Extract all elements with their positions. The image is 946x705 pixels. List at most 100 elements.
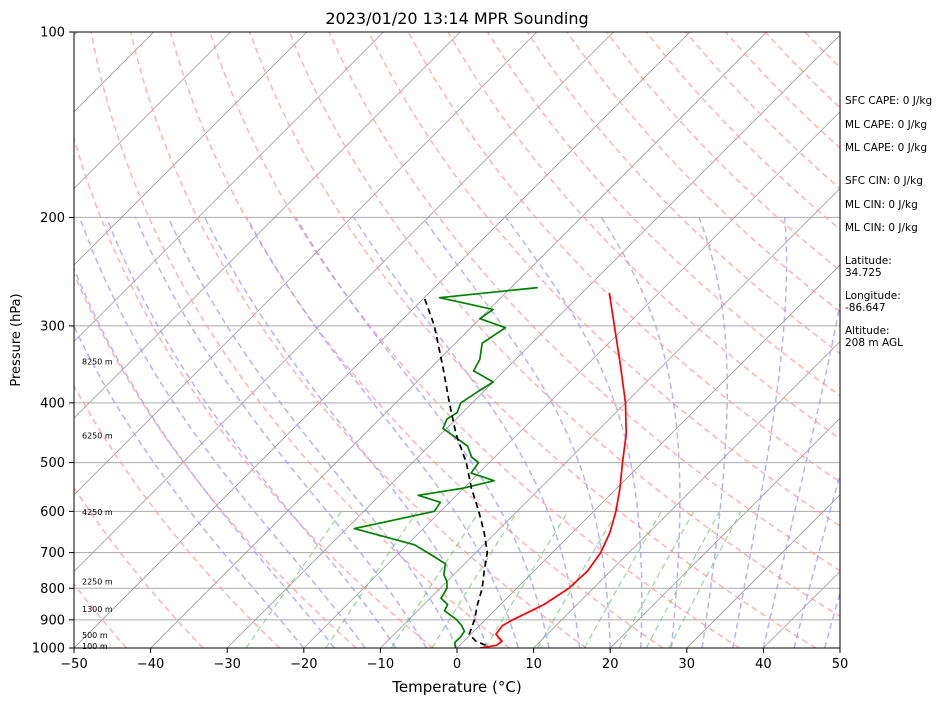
series-layer: [353, 286, 628, 648]
height-labels: 100 m 500 m 1300 m 2250 m 4250 m 6250 m 8250 m: [82, 358, 113, 651]
x-tick-label: 30: [679, 657, 696, 672]
mixing-ratio-line: [536, 510, 618, 648]
background-lines: [0, 32, 840, 648]
isotherm-line: [74, 32, 384, 343]
x-tick-label: −40: [137, 657, 164, 672]
moist-adiabat-line: [422, 216, 611, 648]
y-tick-label: 600: [40, 505, 65, 520]
mixing-ratio-line: [245, 510, 342, 648]
isotherm-line: [686, 494, 840, 648]
y-tick-label: 200: [40, 211, 65, 226]
dry-adiabat-line: [90, 32, 510, 648]
isotherm-line: [303, 111, 840, 648]
height-label: 6250 m: [82, 432, 113, 441]
y-tick-label: 1000: [32, 642, 65, 657]
height-label: 1300 m: [82, 605, 113, 614]
isotherm-line: [533, 341, 840, 648]
dry-adiabat-line: [248, 32, 817, 648]
mixing-ratio-line: [431, 510, 519, 648]
isotherm-line: [0, 32, 1, 648]
dry-adiabat-line: [74, 135, 434, 648]
isotherm-line: [150, 32, 767, 648]
y-axis-label: Pressure (hPa): [9, 293, 24, 386]
dry-adiabat-line: [169, 32, 664, 648]
dry-adiabat-line: [407, 32, 840, 483]
dry-adiabat-line: [486, 32, 840, 397]
moist-adiabat-line: [600, 216, 681, 648]
series-line-1: [353, 286, 538, 648]
latitude-label: Latitude:: [845, 255, 892, 267]
x-axis: −50 −40 −30 −20 −10 0 10 20 30 40 50: [60, 648, 848, 672]
moist-adiabat-line: [505, 216, 643, 648]
height-label: 2250 m: [82, 578, 113, 587]
moist-adiabat-line: [246, 217, 520, 648]
dry-adiabat-line: [74, 486, 204, 648]
y-tick-label: 400: [40, 396, 65, 411]
isotherm-line: [609, 417, 840, 648]
moist-adiabat-line: [167, 217, 458, 648]
y-tick-label: 800: [40, 582, 65, 597]
x-tick-label: −20: [290, 657, 317, 672]
height-label: 100 m: [82, 642, 108, 651]
moist-adiabat-line: [762, 300, 840, 648]
ml-cape-text-2: ML CAPE: 0 J/kg: [845, 142, 927, 154]
series-line-2: [423, 297, 489, 647]
dry-adiabat-line: [328, 32, 840, 572]
x-axis-label: Temperature (°C): [391, 678, 521, 696]
moist-adiabat-line: [353, 216, 581, 648]
moist-adiabat-line: [698, 217, 728, 648]
y-tick-label: 500: [40, 456, 65, 471]
moist-adiabat-line: [823, 590, 840, 648]
mixing-ratio-line: [484, 510, 569, 648]
height-label: 500 m: [82, 631, 108, 640]
mixing-ratio-line: [583, 510, 662, 648]
ml-cape-text-1: ML CAPE: 0 J/kg: [845, 119, 927, 131]
x-tick-label: −30: [213, 657, 240, 672]
moist-adiabat-line: [204, 217, 489, 648]
longitude-value: -86.647: [845, 302, 886, 314]
x-tick-label: 10: [525, 657, 542, 672]
isotherm-line: [74, 32, 614, 572]
isotherm-line: [226, 34, 840, 648]
isotherm-line: [380, 187, 840, 648]
dry-adiabat-line: [288, 32, 840, 618]
sfc-cin-text: SFC CIN: 0 J/kg: [845, 175, 923, 187]
height-label: 8250 m: [82, 358, 113, 367]
dry-adiabat-line: [74, 271, 357, 648]
y-axis: 1000 900 800 700 600 500 400 300 200 100: [32, 26, 74, 657]
dry-adiabat-line: [74, 384, 281, 648]
plot-frame: [73, 31, 841, 649]
moist-adiabat-line: [78, 217, 366, 648]
y-tick-label: 100: [40, 26, 65, 41]
x-tick-label: 0: [453, 657, 461, 672]
mixing-ratio-line: [668, 510, 742, 648]
x-tick-label: 50: [832, 657, 849, 672]
mixing-ratio-line: [390, 510, 480, 648]
sfc-cape-text: SFC CAPE: 0 J/kg: [845, 95, 932, 107]
dry-adiabat-line: [526, 32, 840, 355]
series-line-0: [479, 292, 628, 648]
moist-adiabat-line: [295, 217, 550, 648]
mixing-ratio-line: [645, 510, 721, 648]
isotherm-line: [74, 32, 538, 496]
x-tick-label: 20: [602, 657, 619, 672]
mixing-ratio-line: [325, 510, 418, 648]
moist-adiabat-line: [793, 472, 840, 648]
isotherm-line: [74, 32, 231, 189]
ml-cin-text-2: ML CIN: 0 J/kg: [845, 222, 918, 234]
dry-adiabat-line: [566, 32, 840, 313]
info-panel: SFC CAPE: 0 J/kg ML CAPE: 0 J/kg ML CAPE…: [845, 95, 932, 349]
y-tick-label: 900: [40, 613, 65, 628]
altitude-value: 208 m AGL: [845, 337, 903, 349]
isotherm-line: [74, 32, 461, 419]
dry-adiabat-line: [129, 32, 587, 648]
dry-adiabat-line: [368, 32, 840, 527]
moist-adiabat-line: [74, 324, 305, 648]
latitude-value: 34.725: [845, 267, 882, 279]
longitude-label: Longitude:: [845, 290, 901, 302]
moist-adiabat-line: [732, 217, 788, 648]
chart-title: 2023/01/20 13:14 MPR Sounding: [325, 9, 588, 28]
height-label: 4250 m: [82, 508, 113, 517]
dry-adiabat-line: [447, 32, 840, 440]
